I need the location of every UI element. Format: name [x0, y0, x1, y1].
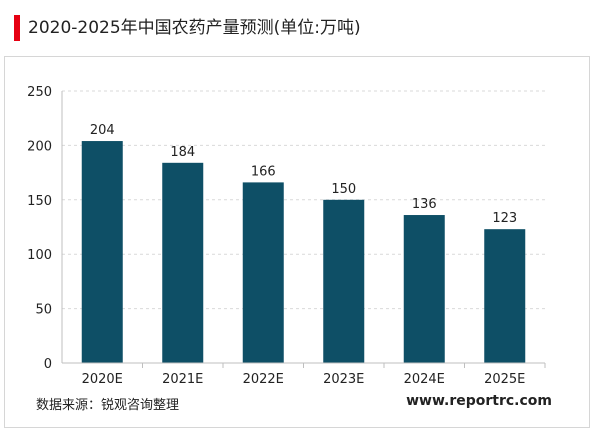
- y-axis: 0 50 100 150 200 250: [27, 85, 63, 372]
- grid-lines: [62, 90, 545, 310]
- y-tick-label: 100: [27, 248, 52, 263]
- x-tick-label: 2021E: [162, 372, 203, 387]
- bar: [242, 182, 284, 363]
- x-axis: 2020E 2021E 2022E 2023E 2024E 2025E: [62, 362, 546, 387]
- y-tick-label: 150: [27, 194, 52, 209]
- y-tick-label: 0: [44, 357, 52, 372]
- data-label: 184: [170, 145, 195, 160]
- bar: [484, 229, 526, 363]
- data-label: 204: [90, 123, 115, 138]
- x-tick-label: 2020E: [82, 372, 123, 387]
- y-tick-label: 200: [27, 139, 52, 154]
- data-label: 166: [251, 164, 276, 179]
- website-link[interactable]: www.reportrc.com: [406, 393, 552, 409]
- source-note: 数据来源：锐观咨询整理: [36, 398, 180, 413]
- x-tick-label: 2024E: [404, 372, 445, 387]
- data-label: 150: [331, 182, 356, 197]
- data-label: 136: [412, 197, 437, 212]
- bar: [81, 141, 123, 363]
- chart-frame: [4, 56, 590, 428]
- x-tick-label: 2023E: [323, 372, 364, 387]
- data-label: 123: [492, 211, 517, 226]
- data-labels: 204 184 166 150 136 123: [90, 123, 517, 226]
- bars: [81, 141, 526, 363]
- chart-title: 2020-2025年中国农药产量预测(单位:万吨): [28, 18, 361, 38]
- x-tick-label: 2025E: [484, 372, 525, 387]
- y-tick-label: 250: [27, 85, 52, 100]
- x-tick-label: 2022E: [243, 372, 284, 387]
- bar: [403, 215, 445, 363]
- bar: [323, 199, 365, 363]
- y-tick-label: 50: [35, 303, 52, 318]
- bar: [162, 162, 204, 363]
- title-accent-bar: [14, 15, 20, 41]
